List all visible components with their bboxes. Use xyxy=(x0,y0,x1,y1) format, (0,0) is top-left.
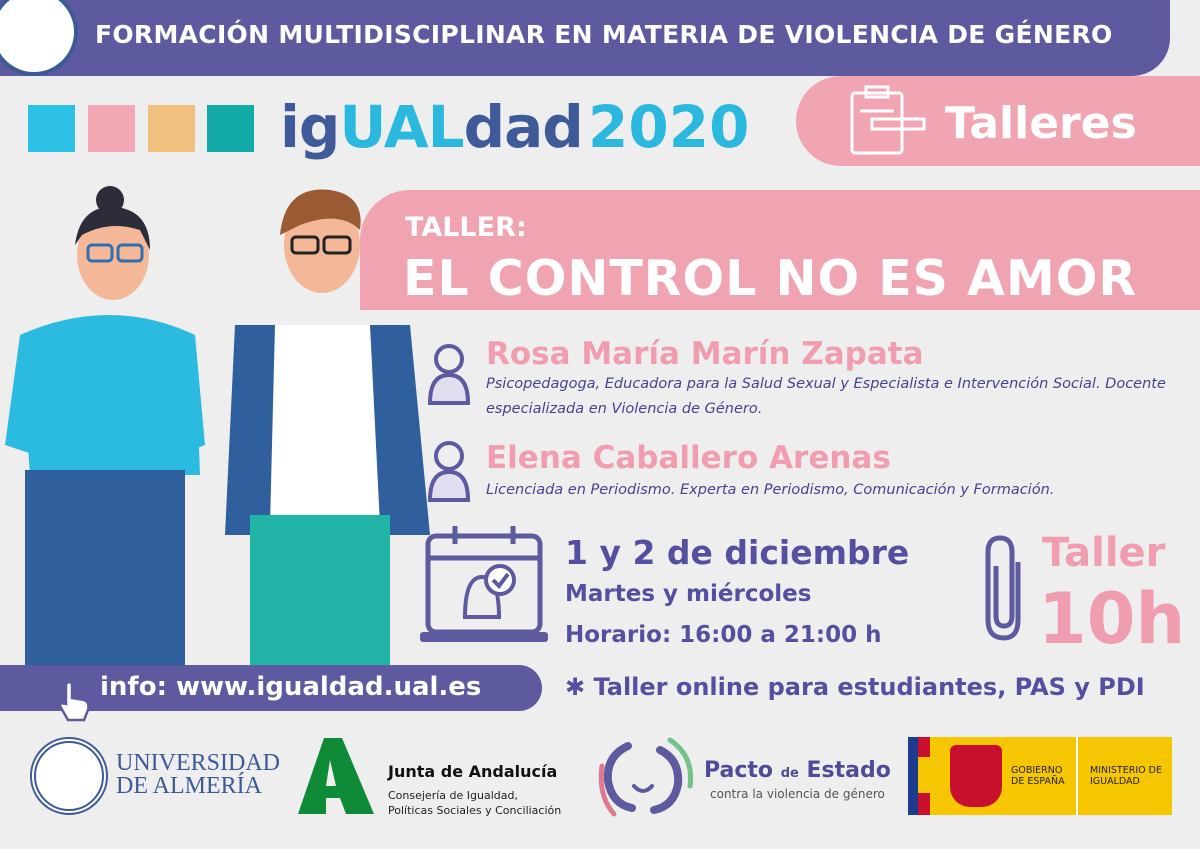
speaker-name: Elena Caballero Arenas xyxy=(486,440,891,476)
students-illustration xyxy=(5,186,430,665)
workshop-banner xyxy=(360,190,1200,310)
calendar-bell-icon xyxy=(420,526,548,642)
header-bar xyxy=(0,0,1170,76)
clipboard-icon xyxy=(850,85,926,155)
workshop-title: EL CONTROL NO ES AMOR xyxy=(403,250,1138,307)
pacto-title: Pacto de Estado xyxy=(704,758,891,783)
schedule-date: 1 y 2 de diciembre xyxy=(565,533,910,572)
speaker-bio: Psicopedagoga, Educadora para la Salud S… xyxy=(486,376,1166,417)
section-badge xyxy=(796,76,1200,166)
ministerio-text: MINISTERIO DE IGUALDAD xyxy=(1090,765,1162,787)
person-icon xyxy=(427,344,471,405)
brand-logo: igUALdad xyxy=(280,93,584,161)
junta-subtitle: Consejería de Igualdad, Políticas Sociale… xyxy=(388,789,562,817)
section-label: Talleres xyxy=(945,98,1137,149)
junta-andalucia-logo-icon xyxy=(298,738,374,814)
paperclip-icon xyxy=(985,535,1021,641)
duration-value: 10h xyxy=(1038,578,1186,660)
ual-seal-icon xyxy=(30,737,108,815)
color-square xyxy=(28,105,75,152)
gobierno-text: GOBIERNO DE ESPAÑA xyxy=(1011,765,1065,787)
duration-label: Taller xyxy=(1042,530,1166,576)
header-title: FORMACIÓN MULTIDISCIPLINAR EN MATERIA DE… xyxy=(95,20,1113,49)
pacto-estado-logo-icon xyxy=(598,737,694,817)
pacto-subtitle: contra la violencia de género xyxy=(710,787,885,801)
color-square xyxy=(148,105,195,152)
speaker-bio: Licenciada en Periodismo. Experta en Per… xyxy=(486,482,1055,498)
info-link[interactable]: info: www.igualdad.ual.es xyxy=(100,672,482,702)
speaker-name: Rosa María Marín Zapata xyxy=(486,336,924,372)
brand-year: 2020 xyxy=(588,93,750,161)
hand-cursor-icon xyxy=(58,680,90,722)
person-icon xyxy=(427,441,471,502)
coat-of-arms-icon xyxy=(950,745,1002,807)
color-square xyxy=(207,105,254,152)
junta-title: Junta de Andalucía xyxy=(388,762,558,781)
online-note: ✱ Taller online para estudiantes, PAS y … xyxy=(565,673,1145,701)
workshop-prefix: TALLER: xyxy=(405,212,527,243)
schedule-days: Martes y miércoles xyxy=(565,581,812,607)
info-bar xyxy=(0,665,542,711)
gobierno-logo: GOBIERNO DE ESPAÑA MINISTERIO DE IGUALDA… xyxy=(908,737,1172,815)
color-square xyxy=(88,105,135,152)
schedule-hours: Horario: 16:00 a 21:00 h xyxy=(565,622,882,648)
ual-logo: UNIVERSIDAD DE ALMERÍA xyxy=(116,750,280,799)
